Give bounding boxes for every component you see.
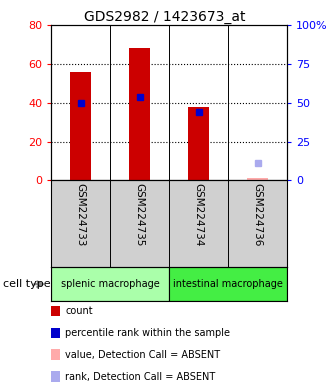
Bar [169, 267, 287, 301]
Text: GDS2982 / 1423673_at: GDS2982 / 1423673_at [84, 10, 246, 23]
Bar [70, 71, 91, 180]
Text: GSM224735: GSM224735 [135, 183, 145, 247]
Text: GSM224733: GSM224733 [76, 183, 86, 247]
Text: cell type: cell type [3, 279, 51, 289]
Text: intestinal macrophage: intestinal macrophage [173, 279, 283, 289]
Text: GSM224734: GSM224734 [194, 183, 204, 247]
Bar [247, 177, 268, 180]
Text: splenic macrophage: splenic macrophage [61, 279, 159, 289]
Text: count: count [65, 306, 93, 316]
Text: GSM224736: GSM224736 [252, 183, 263, 247]
Bar [129, 48, 150, 180]
Bar [51, 267, 169, 301]
Text: percentile rank within the sample: percentile rank within the sample [65, 328, 230, 338]
Text: rank, Detection Call = ABSENT: rank, Detection Call = ABSENT [65, 372, 215, 382]
Text: value, Detection Call = ABSENT: value, Detection Call = ABSENT [65, 350, 220, 360]
Bar [188, 107, 209, 180]
